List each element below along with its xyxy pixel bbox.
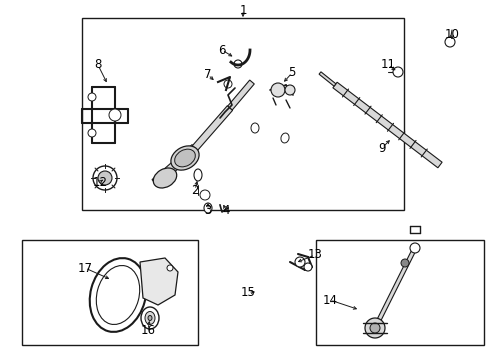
Polygon shape: [152, 145, 198, 186]
Text: 5: 5: [288, 67, 295, 80]
Circle shape: [409, 243, 419, 253]
Bar: [22, 240, 198, 345]
Ellipse shape: [89, 258, 146, 332]
Text: 9: 9: [378, 141, 385, 154]
Ellipse shape: [174, 149, 195, 167]
Circle shape: [93, 166, 117, 190]
Polygon shape: [372, 247, 416, 329]
Text: 2: 2: [191, 184, 198, 197]
Ellipse shape: [148, 315, 152, 320]
Text: 16: 16: [140, 324, 155, 337]
Ellipse shape: [145, 311, 155, 324]
Circle shape: [304, 263, 311, 271]
Text: 13: 13: [307, 248, 322, 261]
Circle shape: [167, 265, 173, 271]
Polygon shape: [227, 80, 254, 110]
Ellipse shape: [153, 168, 176, 188]
Text: 12: 12: [92, 175, 107, 189]
Circle shape: [369, 323, 379, 333]
Text: 14: 14: [322, 293, 337, 306]
Text: 1: 1: [239, 4, 246, 17]
Circle shape: [109, 109, 121, 121]
Circle shape: [88, 93, 96, 101]
Text: 15: 15: [240, 285, 255, 298]
Circle shape: [294, 257, 305, 267]
Circle shape: [88, 129, 96, 137]
Text: 8: 8: [94, 58, 102, 72]
Polygon shape: [192, 106, 232, 150]
Bar: [315, 240, 483, 345]
Circle shape: [285, 85, 294, 95]
Polygon shape: [332, 82, 441, 168]
Circle shape: [364, 318, 384, 338]
Ellipse shape: [250, 123, 259, 133]
Ellipse shape: [203, 203, 212, 213]
Circle shape: [444, 37, 454, 47]
Text: 17: 17: [77, 261, 92, 274]
Polygon shape: [140, 258, 178, 305]
Text: 6: 6: [218, 44, 225, 57]
Bar: [82, 18, 403, 210]
Ellipse shape: [280, 133, 288, 143]
Text: 10: 10: [444, 28, 459, 41]
Ellipse shape: [194, 169, 202, 181]
Polygon shape: [318, 72, 335, 86]
Text: 3: 3: [204, 203, 211, 216]
Circle shape: [224, 80, 231, 88]
Ellipse shape: [96, 266, 140, 324]
Ellipse shape: [141, 307, 159, 329]
Circle shape: [234, 60, 242, 68]
Circle shape: [400, 259, 408, 267]
Text: 7: 7: [204, 68, 211, 81]
Circle shape: [270, 83, 285, 97]
Circle shape: [98, 171, 112, 185]
Circle shape: [200, 190, 209, 200]
Text: 4: 4: [222, 203, 229, 216]
Ellipse shape: [170, 146, 199, 170]
Circle shape: [392, 67, 402, 77]
Text: 11: 11: [380, 58, 395, 72]
